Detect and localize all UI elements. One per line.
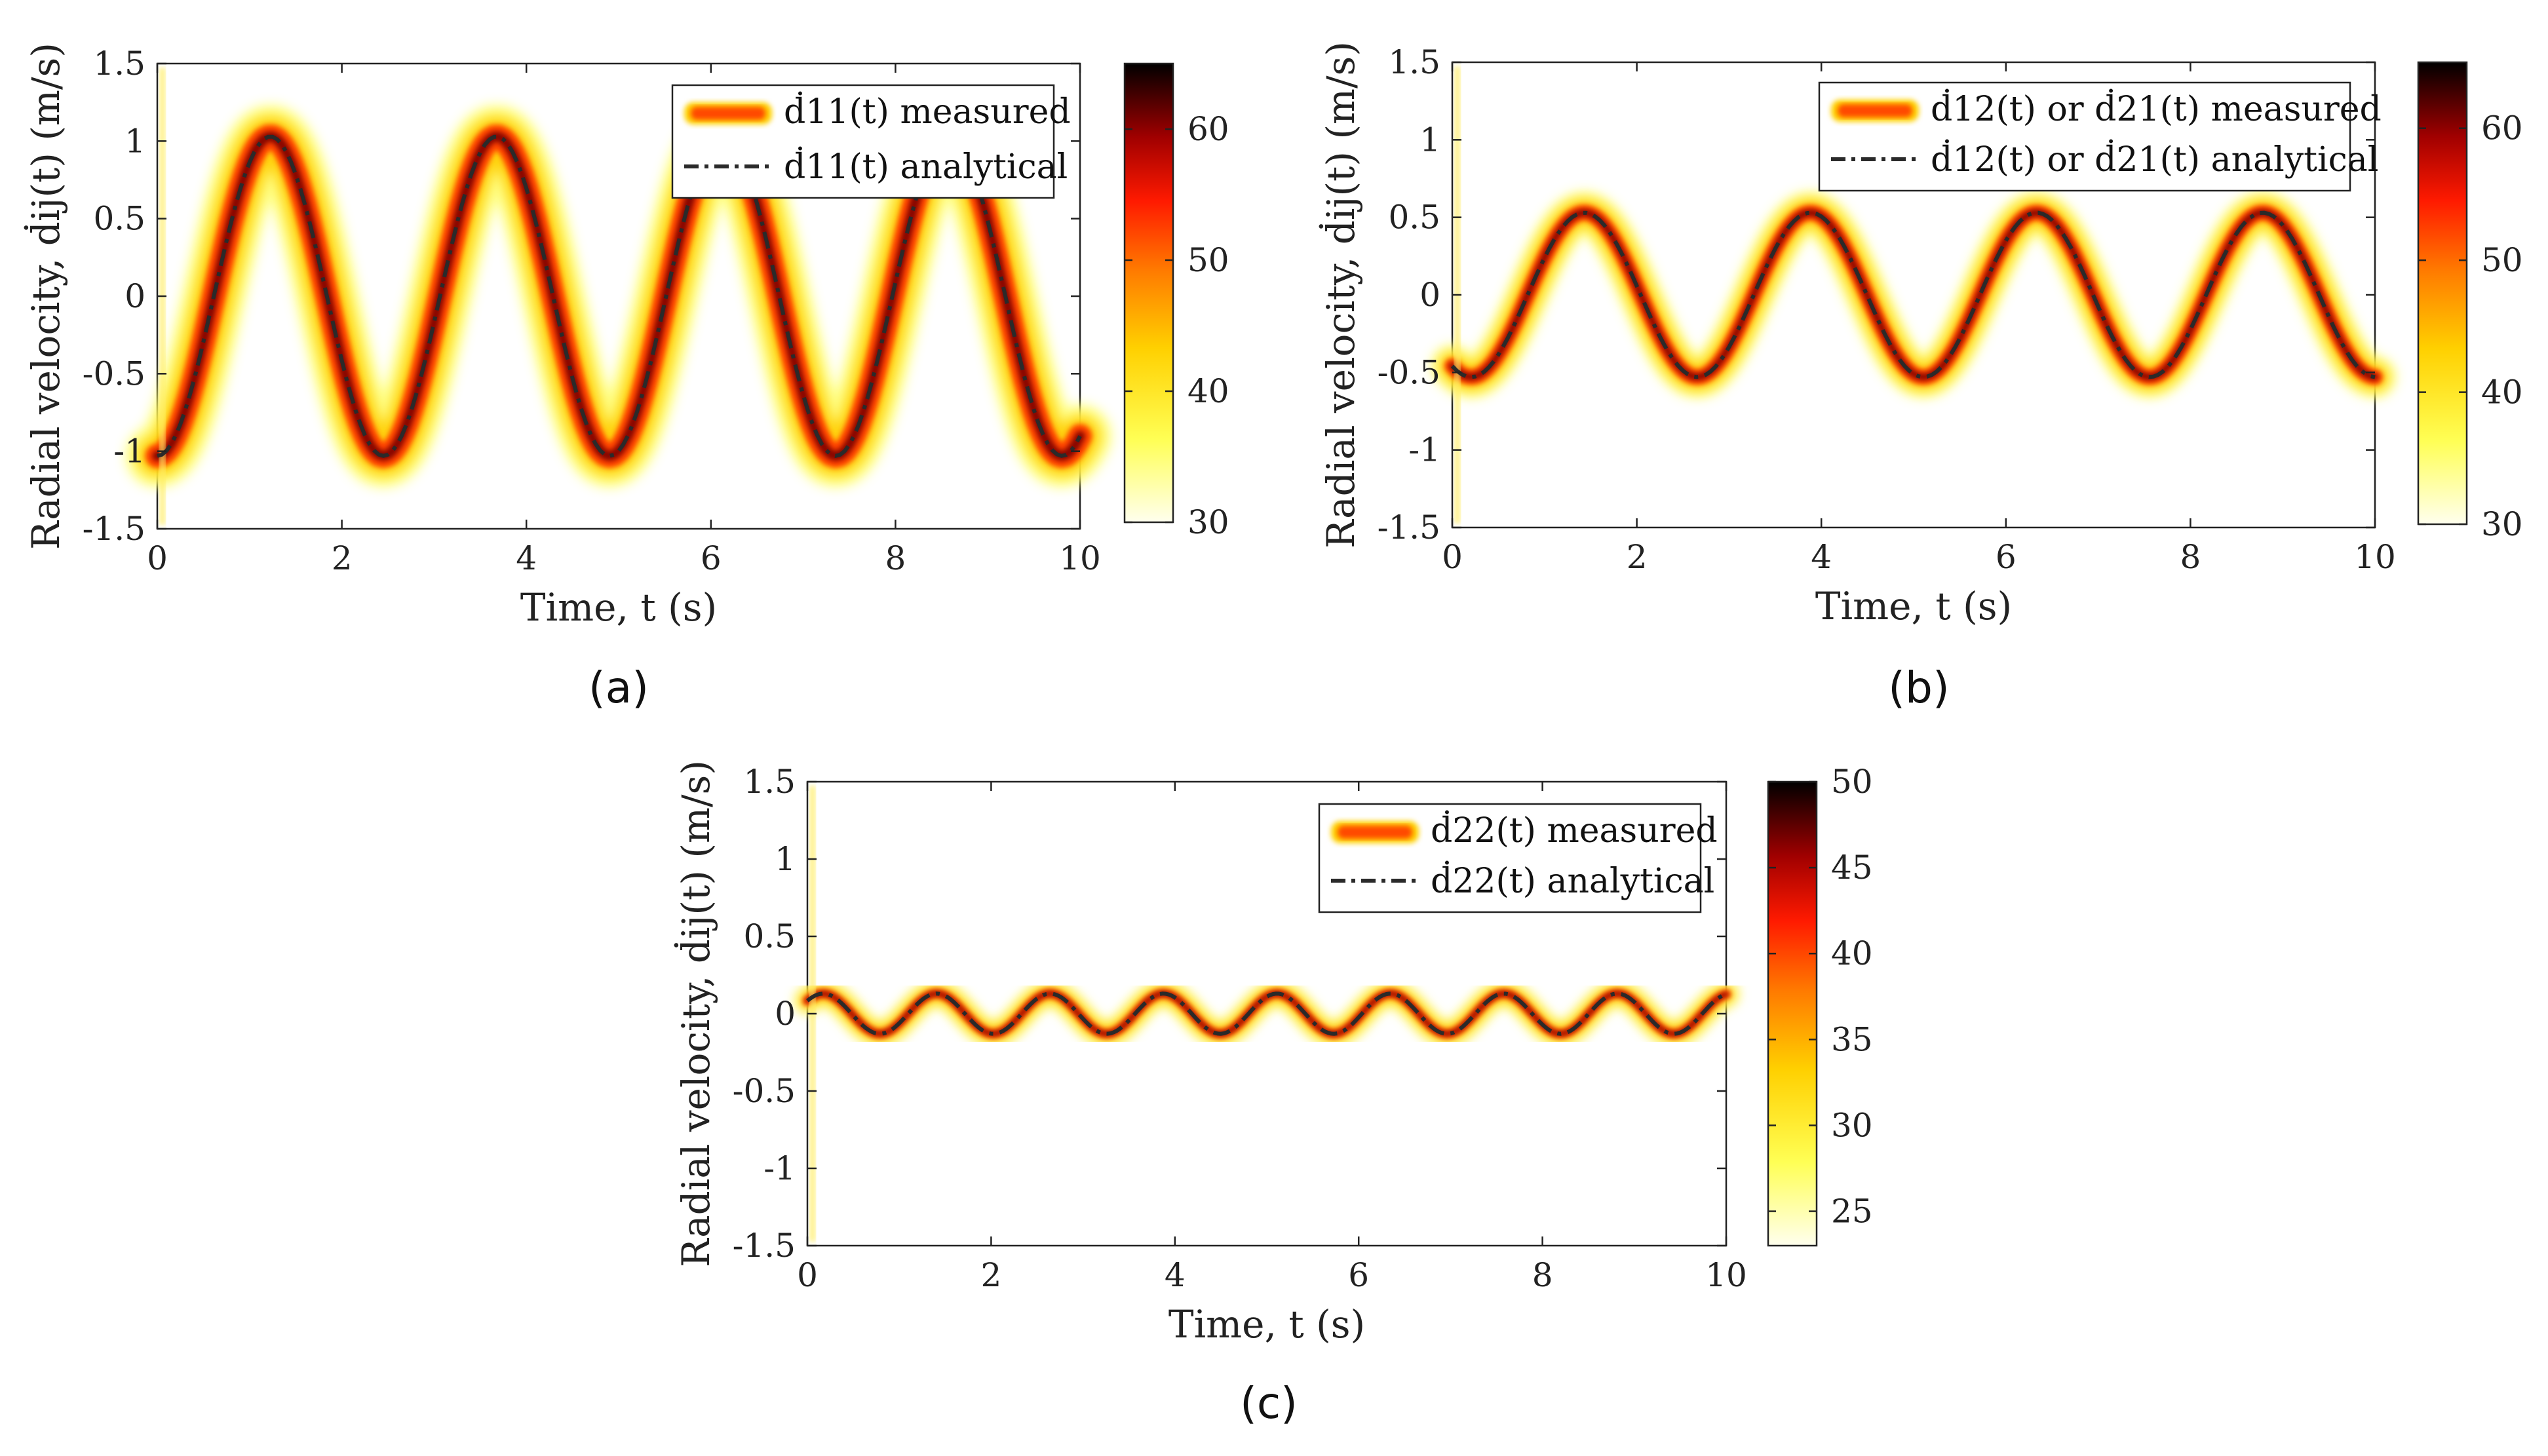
y-tick-label: -1.5 bbox=[733, 1227, 796, 1265]
legend: ḋ12(t) or ḋ21(t) measured ḋ12(t) or ḋ21(t… bbox=[1818, 81, 2382, 192]
colorbar-tick-label: 30 bbox=[1187, 503, 1229, 541]
colorbar-tick-label: 50 bbox=[1187, 241, 1229, 279]
y-tick-label: -1 bbox=[763, 1149, 796, 1187]
x-tick-label: 4 bbox=[1811, 538, 1832, 576]
x-tick-label: 0 bbox=[1442, 538, 1463, 576]
colorbar-tick-label: 45 bbox=[1831, 849, 1873, 887]
panel-b: 0 2 4 6 8 10 1.5 1 0.5 0 -0.5 -1 -1.5 Time, t (s) Radi… bbox=[1319, 41, 2523, 713]
y-tick-label: -1 bbox=[113, 432, 145, 470]
y-tick-label: 1.5 bbox=[743, 763, 796, 801]
colorbar-gradient bbox=[1123, 62, 1174, 524]
legend-label-measured: ḋ12(t) or ḋ21(t) measured bbox=[1931, 89, 2382, 129]
y-tick-label: -1.5 bbox=[83, 510, 145, 548]
y-tick-label: 1.5 bbox=[1388, 43, 1440, 81]
legend-label-analytical: ḋ11(t) analytical bbox=[784, 147, 1068, 187]
colorbar: 60 50 40 30 bbox=[1123, 62, 1229, 541]
colorbar-gradient bbox=[2417, 61, 2468, 526]
x-tick-label: 8 bbox=[885, 539, 906, 577]
y-tick-label: -1 bbox=[1408, 431, 1440, 469]
x-tick-label: 10 bbox=[1059, 539, 1101, 577]
y-tick-label: 0.5 bbox=[93, 200, 145, 238]
colorbar-tick-label: 30 bbox=[2481, 505, 2523, 543]
legend-swatch-measured bbox=[1831, 100, 1919, 122]
y-tick-label: 1.5 bbox=[93, 45, 145, 83]
legend: ḋ22(t) measured ḋ22(t) analytical bbox=[1318, 803, 1718, 913]
colorbar: 50 45 40 35 30 25 bbox=[1767, 763, 1873, 1247]
colorbar-tick-label: 50 bbox=[1831, 763, 1873, 801]
subplot-label: (a) bbox=[589, 662, 649, 713]
x-tick-label: 4 bbox=[1165, 1256, 1186, 1294]
swatch-inner bbox=[1338, 826, 1412, 839]
subplot-label: (c) bbox=[1240, 1378, 1298, 1428]
legend-swatch-measured bbox=[1331, 821, 1419, 843]
panel-a: 0 2 4 6 8 10 1.5 1 0.5 0 -0.5 -1 -1.5 Time, t (s) Radi… bbox=[24, 43, 1229, 713]
legend-label-analytical: ḋ12(t) or ḋ21(t) analytical bbox=[1931, 140, 2378, 180]
subplot-label: (b) bbox=[1888, 662, 1949, 713]
swatch-inner bbox=[691, 107, 765, 120]
x-axis-label: Time, t (s) bbox=[1815, 584, 2012, 628]
y-tick-label: 0 bbox=[1419, 276, 1440, 314]
x-tick-label: 6 bbox=[701, 539, 722, 577]
colorbar-tick-label: 25 bbox=[1831, 1193, 1873, 1231]
x-tick-label: 2 bbox=[980, 1256, 1001, 1294]
analytical-line bbox=[1450, 210, 2376, 379]
y-tick-label: 0.5 bbox=[743, 917, 796, 955]
x-axis-label: Time, t (s) bbox=[520, 585, 717, 630]
panel-c: 0 2 4 6 8 10 1.5 1 0.5 0 -0.5 -1 -1.5 Time, t (s) Radi… bbox=[674, 760, 1873, 1428]
analytical-line bbox=[806, 991, 1728, 1036]
y-tick-label: 0 bbox=[775, 995, 796, 1033]
x-tick-label: 2 bbox=[332, 539, 353, 577]
x-tick-label: 10 bbox=[1705, 1256, 1747, 1294]
legend: ḋ11(t) measured ḋ11(t) analytical bbox=[671, 84, 1071, 199]
colorbar-tick-label: 50 bbox=[2481, 241, 2523, 279]
x-tick-label: 4 bbox=[516, 539, 537, 577]
x-tick-label: 8 bbox=[2180, 538, 2201, 576]
swatch-inner bbox=[1838, 104, 1912, 117]
colorbar: 60 50 40 30 bbox=[2417, 61, 2523, 543]
x-tick-label: 6 bbox=[1996, 538, 2017, 576]
x-axis-label: Time, t (s) bbox=[1168, 1302, 1365, 1347]
colorbar-gradient bbox=[1767, 780, 1818, 1247]
y-tick-label: 1 bbox=[1419, 121, 1440, 159]
x-tick-label: 0 bbox=[797, 1256, 818, 1294]
y-tick-label: 1 bbox=[775, 840, 796, 878]
colorbar-tick-label: 40 bbox=[2481, 374, 2523, 412]
colorbar-tick-label: 30 bbox=[1831, 1106, 1873, 1144]
y-tick-label: 0.5 bbox=[1388, 199, 1440, 237]
y-tick-label: -0.5 bbox=[83, 354, 145, 393]
y-axis-label: Radial velocity, ḋij(t) (m/s) bbox=[24, 43, 68, 550]
y-tick-label: 0 bbox=[125, 277, 145, 315]
colorbar-tick-label: 40 bbox=[1831, 934, 1873, 972]
colorbar-tick-label: 60 bbox=[1187, 110, 1229, 148]
x-tick-label: 10 bbox=[2354, 538, 2396, 576]
legend-label-measured: ḋ22(t) measured bbox=[1431, 811, 1718, 851]
y-tick-label: 1 bbox=[125, 122, 145, 160]
y-axis-label: Radial velocity, ḋij(t) (m/s) bbox=[674, 760, 718, 1267]
axes: 0 2 4 6 8 10 1.5 1 0.5 0 -0.5 -1 -1.5 bbox=[1378, 43, 2396, 576]
colorbar-tick-label: 40 bbox=[1187, 372, 1229, 410]
x-tick-label: 2 bbox=[1627, 538, 1648, 576]
x-tick-label: 0 bbox=[147, 539, 168, 577]
y-tick-label: -1.5 bbox=[1378, 508, 1440, 546]
x-tick-label: 6 bbox=[1348, 1256, 1369, 1294]
colorbar-tick-label: 35 bbox=[1831, 1020, 1873, 1058]
y-tick-label: -0.5 bbox=[733, 1072, 796, 1110]
legend-label-analytical: ḋ22(t) analytical bbox=[1431, 861, 1714, 901]
y-axis-label: Radial velocity, ḋij(t) (m/s) bbox=[1319, 41, 1363, 548]
legend-swatch-measured bbox=[684, 102, 772, 125]
axes: 0 2 4 6 8 10 1.5 1 0.5 0 -0.5 -1 -1.5 bbox=[733, 763, 1747, 1294]
y-tick-label: -0.5 bbox=[1378, 353, 1440, 391]
x-tick-label: 8 bbox=[1532, 1256, 1553, 1294]
legend-label-measured: ḋ11(t) measured bbox=[784, 92, 1071, 132]
colorbar-tick-label: 60 bbox=[2481, 109, 2523, 147]
axes: 0 2 4 6 8 10 1.5 1 0.5 0 -0.5 -1 -1.5 bbox=[83, 45, 1101, 577]
